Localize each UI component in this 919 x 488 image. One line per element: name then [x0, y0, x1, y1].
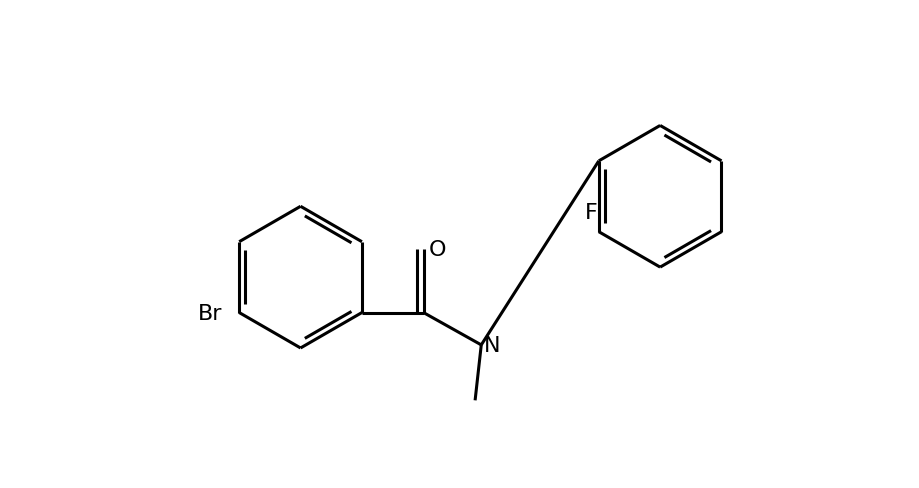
Text: F: F	[584, 202, 596, 222]
Text: N: N	[483, 335, 500, 355]
Text: O: O	[428, 240, 446, 260]
Text: I: I	[358, 257, 365, 277]
Text: Br: Br	[198, 303, 222, 323]
